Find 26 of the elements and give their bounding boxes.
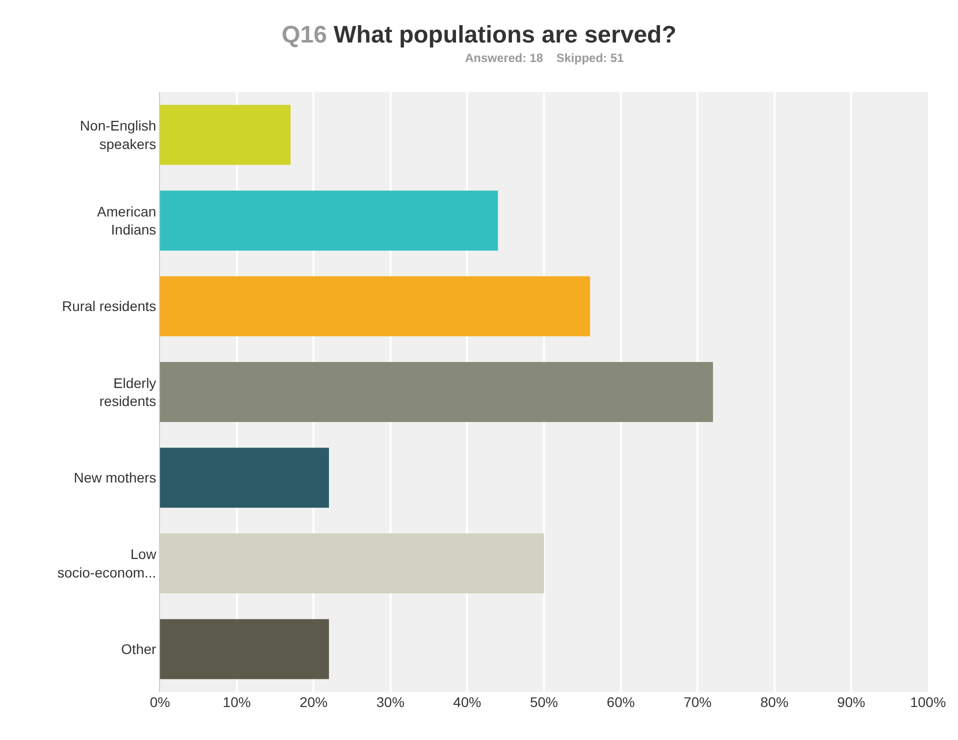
y-tick-label: Rural residents [62, 298, 156, 314]
chart-subtitle: Answered: 18 Skipped: 51 [465, 51, 624, 65]
x-tick-label: 40% [453, 694, 482, 710]
y-tick-label: Elderly residents [99, 374, 156, 409]
x-tick-label: 30% [376, 694, 404, 710]
x-tick-label: 90% [837, 694, 866, 710]
x-tick-label: 0% [150, 694, 170, 710]
bar [160, 276, 590, 336]
bar [160, 104, 291, 165]
y-tick-label: Other [121, 641, 157, 658]
chart-title: Q16 What populations are served? [282, 22, 676, 49]
x-tick-label: 100% [910, 694, 946, 710]
y-tick-label: New mothers [74, 470, 156, 486]
bar [160, 619, 329, 680]
x-tick-label: 80% [760, 694, 788, 710]
y-tick-label: Non-English speakers [80, 118, 156, 152]
x-tick-label: 70% [684, 694, 712, 710]
x-tick-label: 60% [606, 694, 635, 710]
bar [160, 448, 329, 508]
x-tick-label: 20% [300, 694, 328, 710]
y-tick-label: Low socio-econom... [57, 546, 158, 580]
bar [160, 362, 713, 422]
y-tick-label: American Indians [97, 203, 156, 238]
x-tick-label: 10% [222, 694, 251, 710]
x-tick-label: 50% [530, 694, 558, 710]
bar [160, 190, 498, 251]
